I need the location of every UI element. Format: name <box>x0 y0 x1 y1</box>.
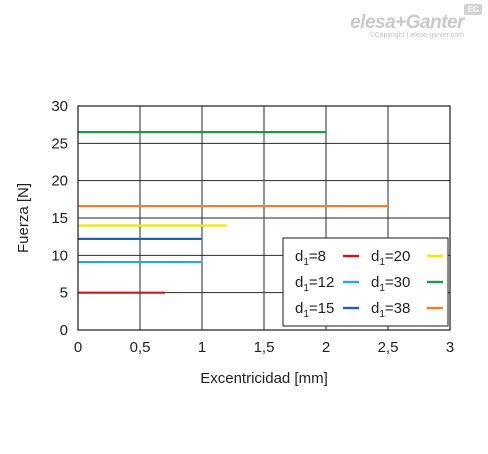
plot-frame <box>77 105 451 331</box>
chart-legend: d1=8 d1=20 d1=12 d1=30 d1=15 d1=38 <box>282 237 449 327</box>
legend-entry-d1-30: d1=30 <box>371 274 443 294</box>
y-tick-label: 5 <box>60 285 68 302</box>
legend-label: d1=30 <box>371 274 410 294</box>
legend-label: d1=8 <box>295 248 326 268</box>
brand-logo: elesa+Ganter ©Copyright | elesa-ganter.c… <box>350 4 482 39</box>
x-tick-label: 0,5 <box>130 339 151 356</box>
y-tick-label: 30 <box>51 98 68 115</box>
x-axis-label: Excentricidad [mm] <box>200 370 328 387</box>
x-tick-label: 1,5 <box>254 339 275 356</box>
x-tick-label: 3 <box>446 339 454 356</box>
legend-entry-d1-15: d1=15 <box>295 300 359 320</box>
x-tick-label: 0 <box>74 339 82 356</box>
legend-entry-d1-12: d1=12 <box>295 274 359 294</box>
chart-series <box>78 131 388 294</box>
brand-name: elesa+Ganter <box>350 12 464 33</box>
y-tick-label: 20 <box>51 173 68 190</box>
x-tick-label: 2,5 <box>378 339 399 356</box>
y-tick-label: 15 <box>51 210 68 227</box>
legend-label: d1=15 <box>295 300 334 320</box>
brand-copyright: ©Copyright | elesa-ganter.com <box>369 32 464 39</box>
legend-label: d1=20 <box>371 248 410 268</box>
y-tick-label: 10 <box>51 247 68 264</box>
legend-entry-d1-8: d1=8 <box>295 248 359 268</box>
legend-entry-d1-38: d1=38 <box>371 300 443 320</box>
y-tick-label: 25 <box>51 135 68 152</box>
x-tick-label: 1 <box>198 339 206 356</box>
chart-axes <box>77 105 451 331</box>
y-axis-label: Fuerza [N] <box>15 183 32 253</box>
brand-badge: EG <box>464 4 482 15</box>
y-tick-label: 0 <box>60 322 68 339</box>
legend-label: d1=38 <box>371 300 410 320</box>
legend-entry-d1-20: d1=20 <box>371 248 443 268</box>
legend-label: d1=12 <box>295 274 334 294</box>
x-tick-label: 2 <box>322 339 330 356</box>
legend-box <box>282 237 449 327</box>
